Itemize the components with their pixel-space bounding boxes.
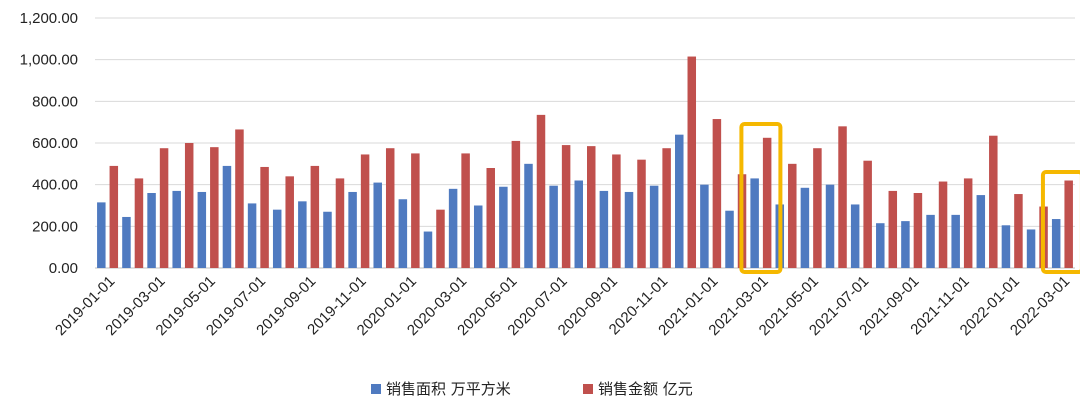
y-tick-label: 800.00 [32, 93, 78, 110]
bar-area [725, 210, 734, 268]
bar-amount [360, 154, 370, 268]
bar-amount [788, 163, 797, 268]
bar-amount [235, 129, 244, 268]
bar-area [423, 231, 433, 268]
bar-amount [612, 154, 621, 268]
gridlines [95, 17, 1075, 269]
highlight-boxes [739, 122, 1080, 274]
bar-area [524, 163, 533, 268]
bar-amount [863, 160, 872, 268]
bar-amount [109, 165, 119, 268]
bar-amount [762, 137, 772, 268]
bar-area [675, 134, 684, 268]
bar-area [574, 180, 583, 268]
bar-amount [536, 114, 546, 268]
bars [97, 56, 1073, 269]
bar-amount [1064, 180, 1073, 268]
bar-amount [938, 181, 948, 268]
legend: 销售面积 万平方米 销售金额 亿元 [371, 380, 693, 398]
bar-area [499, 186, 508, 268]
bar-amount [888, 190, 898, 268]
bar-area [448, 188, 458, 268]
bar-area [750, 178, 759, 268]
bar-amount [963, 178, 973, 268]
bar-area [373, 182, 382, 268]
bar-amount [511, 140, 521, 268]
bar-area [298, 201, 307, 268]
bar-amount [159, 148, 169, 268]
bar-area [272, 209, 282, 268]
y-tick-label: 1,200.00 [20, 10, 78, 27]
legend-swatch-area [371, 384, 381, 394]
bar-area [850, 204, 860, 268]
bar-amount [285, 176, 294, 268]
bar-area [901, 221, 910, 268]
bar-amount [1014, 194, 1023, 268]
bar-area [976, 195, 986, 268]
bar-area [1001, 225, 1011, 268]
bar-area [197, 191, 207, 268]
bar-area [348, 191, 357, 268]
bar-amount [838, 126, 847, 268]
bar-amount [210, 147, 219, 268]
bar-area [700, 184, 709, 268]
bar-area [147, 193, 156, 268]
y-tick-label: 600.00 [32, 135, 78, 152]
bar-amount [310, 165, 320, 268]
bar-amount [486, 168, 495, 268]
bar-area [172, 190, 181, 268]
bar-area [1051, 219, 1061, 268]
bar-area [876, 223, 885, 268]
bar-area [624, 191, 634, 268]
bar-amount [561, 145, 571, 268]
bar-area [473, 205, 483, 268]
bar-area [323, 211, 332, 268]
bar-area [926, 214, 935, 268]
y-axis: 0.00 200.00 400.00 600.00 800.00 1,000.00 1,20… [20, 10, 78, 277]
bar-area [800, 187, 810, 268]
bar-area [951, 214, 960, 268]
bar-amount [813, 148, 822, 268]
bar-area [825, 184, 835, 268]
bar-amount [687, 56, 697, 268]
y-tick-label: 1,000.00 [20, 52, 78, 69]
bar-area [1026, 229, 1036, 268]
x-axis: 2019-01-012019-03-012019-05-012019-07-01… [52, 273, 1073, 339]
bar-area [247, 203, 257, 268]
bar-area [599, 190, 609, 268]
bar-amount [385, 148, 395, 268]
bar-amount [411, 153, 420, 268]
bar-amount [587, 146, 596, 268]
bar-area [549, 185, 558, 268]
bar-amount [260, 166, 269, 268]
bar-amount [335, 178, 345, 268]
bar-amount [461, 153, 470, 268]
bar-area [649, 185, 659, 268]
bar-amount [184, 143, 194, 268]
y-tick-label: 0.00 [49, 260, 78, 277]
bar-area [97, 202, 106, 268]
highlight-box [739, 122, 783, 274]
bar-amount [637, 159, 646, 268]
y-tick-label: 200.00 [32, 218, 78, 235]
bar-amount [134, 178, 144, 268]
legend-label-amount: 销售金额 亿元 [598, 380, 693, 398]
bar-amount [712, 119, 722, 269]
bar-area [122, 216, 131, 268]
legend-label-area: 销售面积 万平方米 [386, 380, 511, 398]
highlight-box [1040, 170, 1080, 274]
y-tick-label: 400.00 [32, 177, 78, 194]
bar-area [398, 199, 408, 268]
bar-amount [913, 193, 923, 268]
bar-area [222, 165, 232, 268]
bar-amount [662, 148, 671, 268]
bar-amount [989, 135, 998, 268]
bar-amount [436, 209, 445, 268]
legend-swatch-amount [583, 384, 593, 394]
